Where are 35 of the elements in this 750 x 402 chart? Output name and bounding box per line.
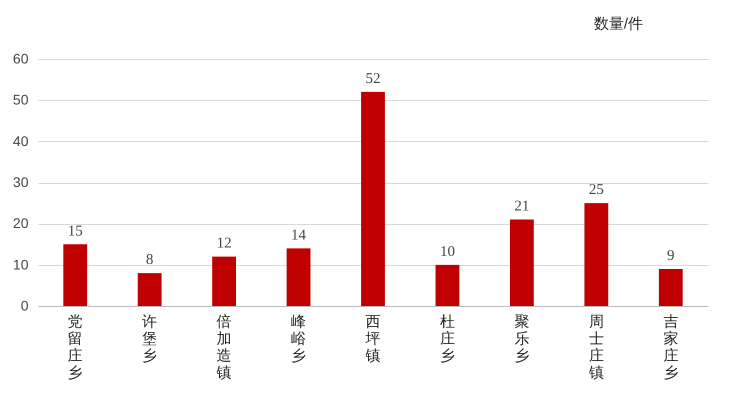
y-tick-label: 20 xyxy=(12,215,29,232)
data-label: 25 xyxy=(588,182,604,198)
bar xyxy=(212,256,236,306)
y-tick-label: 50 xyxy=(12,92,29,108)
y-tick-label: 10 xyxy=(12,256,29,272)
bar xyxy=(436,264,460,306)
x-tick-label: 党留庄乡 xyxy=(68,314,83,382)
data-label: 8 xyxy=(146,252,154,268)
y-tick-label: 0 xyxy=(20,298,29,314)
x-tick-label: 周士庄镇 xyxy=(588,314,604,382)
y-tick-label: 30 xyxy=(12,174,29,190)
data-label: 14 xyxy=(291,227,307,244)
x-tick-label: 杜庄乡 xyxy=(440,314,455,364)
y-axis-title: 数量/件 xyxy=(594,16,644,32)
x-tick-label: 吉家庄乡 xyxy=(663,314,678,382)
bar xyxy=(63,244,88,306)
bar xyxy=(361,92,385,306)
x-tick-label: 西坪镇 xyxy=(364,314,380,364)
bar xyxy=(510,220,534,306)
bar xyxy=(584,203,608,306)
data-label: 15 xyxy=(68,223,83,240)
bar xyxy=(658,268,683,306)
x-tick-label: 许堡乡 xyxy=(142,314,158,364)
x-tick-label: 聚乐乡 xyxy=(514,314,530,364)
x-tick-label: 倍加造镇 xyxy=(216,314,232,382)
data-label: 12 xyxy=(216,236,232,252)
data-label: 52 xyxy=(366,70,380,87)
y-tick-label: 40 xyxy=(12,132,29,149)
data-label: 9 xyxy=(667,248,675,264)
bar xyxy=(138,273,162,306)
y-tick-label: 60 xyxy=(12,50,29,66)
x-tick-label: 峰峪乡 xyxy=(291,314,306,364)
bar xyxy=(286,248,310,306)
data-label: 21 xyxy=(514,198,530,215)
data-label: 10 xyxy=(440,244,455,260)
